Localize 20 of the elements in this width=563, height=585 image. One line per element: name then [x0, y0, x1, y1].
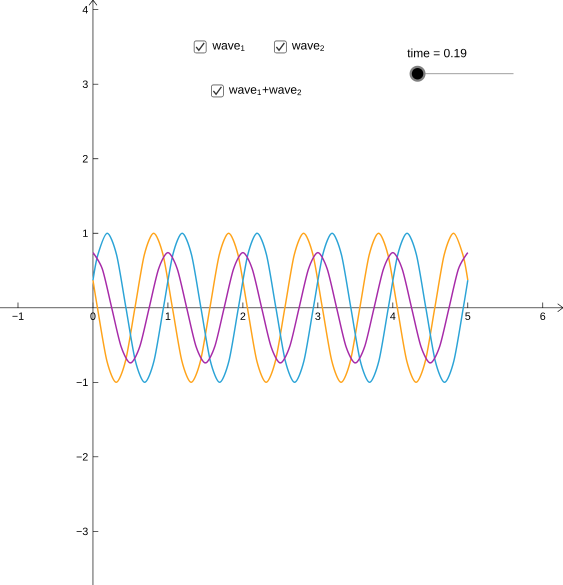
x-tick-label: 5 [465, 312, 470, 320]
line-series [92, 232, 469, 384]
y-tick-label: 4 [82, 6, 88, 14]
y-tick-label: 1 [83, 230, 88, 237]
annotation: wave$_{1}$+wave$_{2}$ [228, 86, 302, 96]
annotation: time = 0.19 [407, 48, 466, 58]
annotation: wave$_{1}$ [212, 43, 244, 51]
x-tick-label: 2 [240, 312, 246, 320]
x-tick-label: 6 [540, 312, 546, 320]
annotation: wave$_{2}$ [292, 42, 324, 51]
x-tick-label: −1 [12, 312, 24, 320]
x-tick-label: 1 [166, 312, 170, 320]
line-series [92, 252, 469, 364]
x-tick-label: 4 [390, 312, 396, 320]
y-tick-label: 3 [82, 80, 88, 88]
y-tick-label: 2 [82, 155, 88, 162]
y-tick-label: −3 [76, 528, 88, 536]
x-tick-label: 3 [315, 312, 320, 320]
y-tick-label: −1 [76, 378, 88, 386]
y-tick-label: −2 [76, 453, 88, 461]
